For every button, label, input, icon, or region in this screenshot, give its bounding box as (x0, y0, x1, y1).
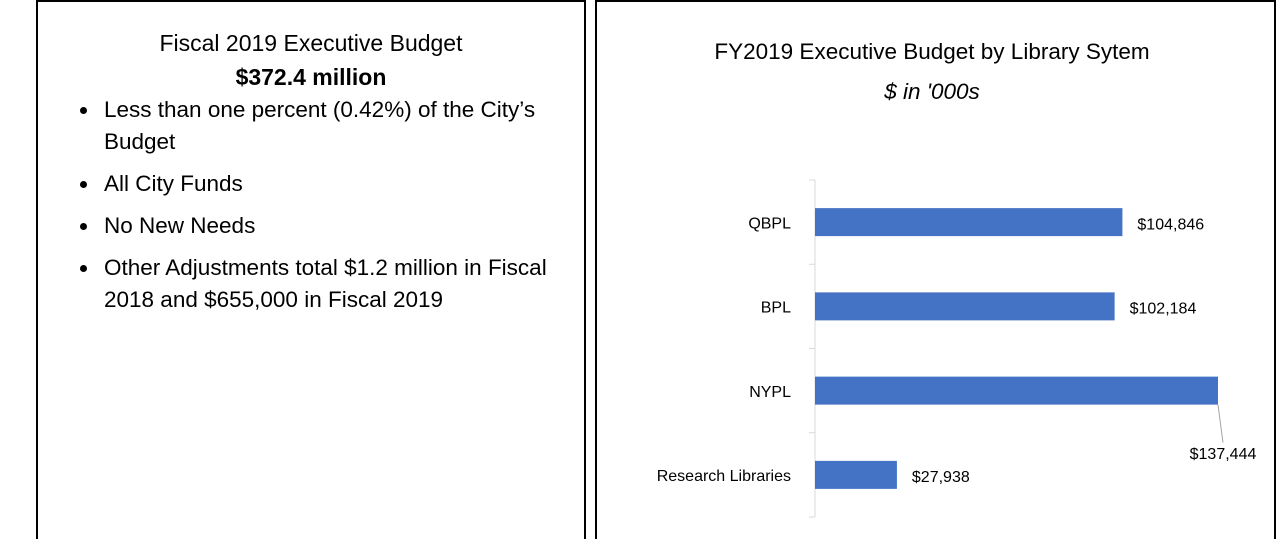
category-label: BPL (761, 300, 791, 317)
value-label: $104,846 (1137, 216, 1204, 233)
bullet: No New Needs (100, 210, 570, 242)
bar (815, 460, 897, 489)
category-label: Research Libraries (657, 468, 791, 485)
category-label: QBPL (748, 215, 791, 232)
chart: QBPL $104,846 BPL $102,184 NYPL $137,444 Resea… (657, 179, 1257, 518)
value-label: $27,938 (912, 469, 970, 486)
bar (815, 292, 1115, 321)
summary-panel: Fiscal 2019 Executive Budget $372.4 mill… (36, 0, 586, 539)
panel-title: Fiscal 2019 Executive Budget (159, 30, 463, 56)
category-label: NYPL (749, 384, 791, 401)
bar (815, 208, 1123, 237)
value-label: $137,444 (1190, 446, 1257, 463)
bullet: All City Funds (100, 168, 570, 200)
panel-amount: $372.4 million (235, 64, 387, 90)
bullet: Less than one percent (0.42%) of the Cit… (100, 94, 570, 158)
bullet: Other Adjustments total $1.2 million in … (100, 252, 570, 316)
value-label: $102,184 (1130, 301, 1197, 318)
bullet-list: Less than one percent (0.42%) of the Cit… (64, 94, 570, 326)
chart-title: FY2019 Executive Budget by Library Sytem (714, 39, 1150, 64)
bar (815, 376, 1218, 405)
chart-subtitle: $ in '000s (884, 79, 980, 104)
chart-title-block: FY2019 Executive Budget by Library Sytem… (692, 32, 1172, 112)
leader-line (1217, 404, 1224, 443)
chart-panel: FY2019 Executive Budget by Library Sytem… (595, 0, 1276, 539)
